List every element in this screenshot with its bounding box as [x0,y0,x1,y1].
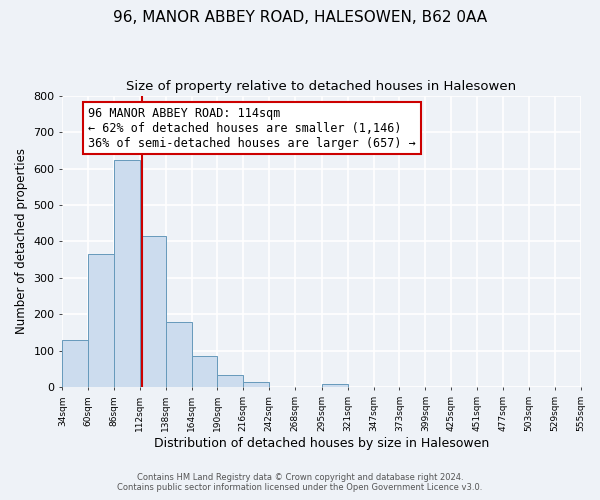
Text: Contains HM Land Registry data © Crown copyright and database right 2024.
Contai: Contains HM Land Registry data © Crown c… [118,473,482,492]
Bar [62,340,88,388]
Text: 96, MANOR ABBEY ROAD, HALESOWEN, B62 0AA: 96, MANOR ABBEY ROAD, HALESOWEN, B62 0AA [113,10,487,25]
Bar [191,356,217,388]
Bar [166,322,191,388]
Title: Size of property relative to detached houses in Halesowen: Size of property relative to detached ho… [127,80,517,93]
Bar [244,382,269,388]
Bar [140,236,166,388]
Text: 96 MANOR ABBEY ROAD: 114sqm
← 62% of detached houses are smaller (1,146)
36% of : 96 MANOR ABBEY ROAD: 114sqm ← 62% of det… [88,106,416,150]
Bar [114,160,140,388]
Bar [217,374,244,388]
Y-axis label: Number of detached properties: Number of detached properties [15,148,28,334]
Bar [88,254,114,388]
X-axis label: Distribution of detached houses by size in Halesowen: Distribution of detached houses by size … [154,437,489,450]
Bar [322,384,348,388]
